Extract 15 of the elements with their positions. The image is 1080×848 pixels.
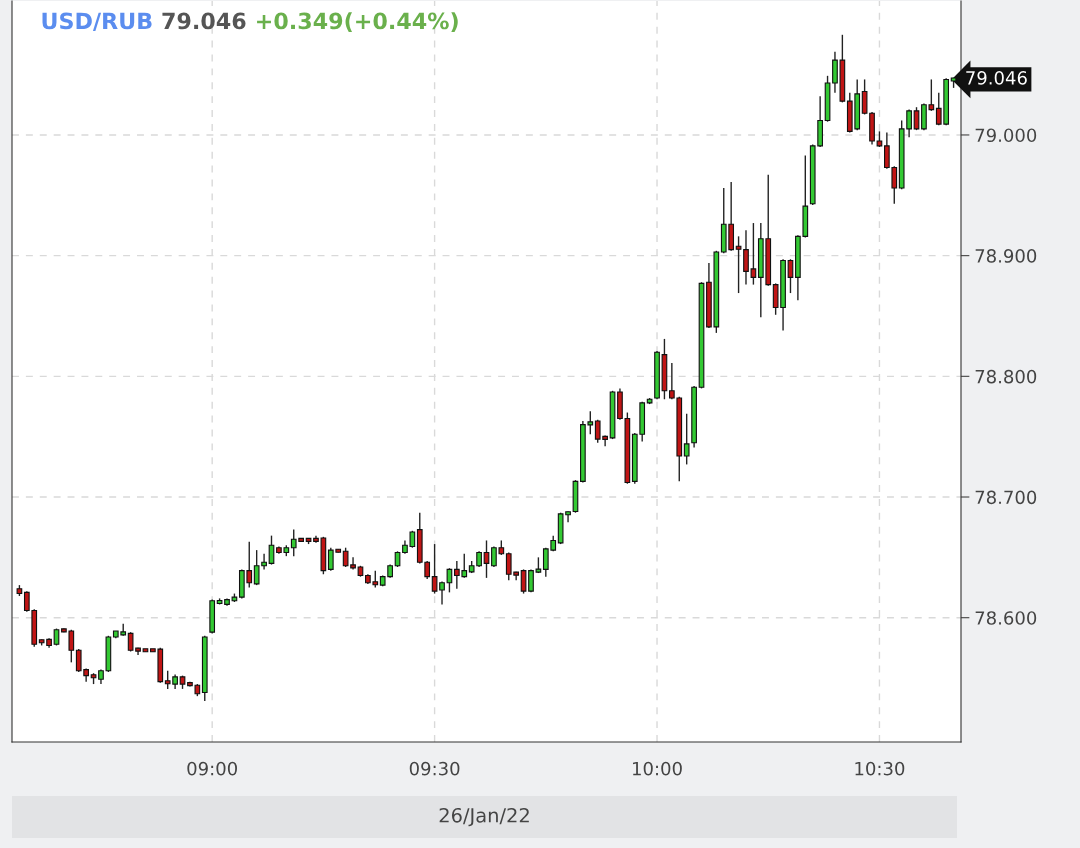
y-tick-label: 78.900 xyxy=(975,249,1037,263)
x-tick-label: 10:30 xyxy=(855,761,905,776)
chart-subtitle: 79.046 +0.349(+0.44%) xyxy=(162,12,458,32)
y-tick-label: 79.000 xyxy=(975,128,1037,143)
x-axis-title: 26/Jan/22 xyxy=(439,807,529,827)
candlestick xyxy=(483,539,490,579)
annotation: 79.046 xyxy=(966,71,1027,85)
y-tick-label: 78.700 xyxy=(975,490,1037,505)
x-tick-label: 09:00 xyxy=(187,761,237,776)
y-tick-label: 78.600 xyxy=(975,611,1037,625)
candlestick xyxy=(683,413,690,466)
chart-title: USD/RUB xyxy=(42,12,152,32)
x-tick-label: 10:00 xyxy=(632,761,682,776)
y-tick-label: 78.800 xyxy=(975,369,1037,384)
x-tick-label: 09:30 xyxy=(409,761,460,776)
